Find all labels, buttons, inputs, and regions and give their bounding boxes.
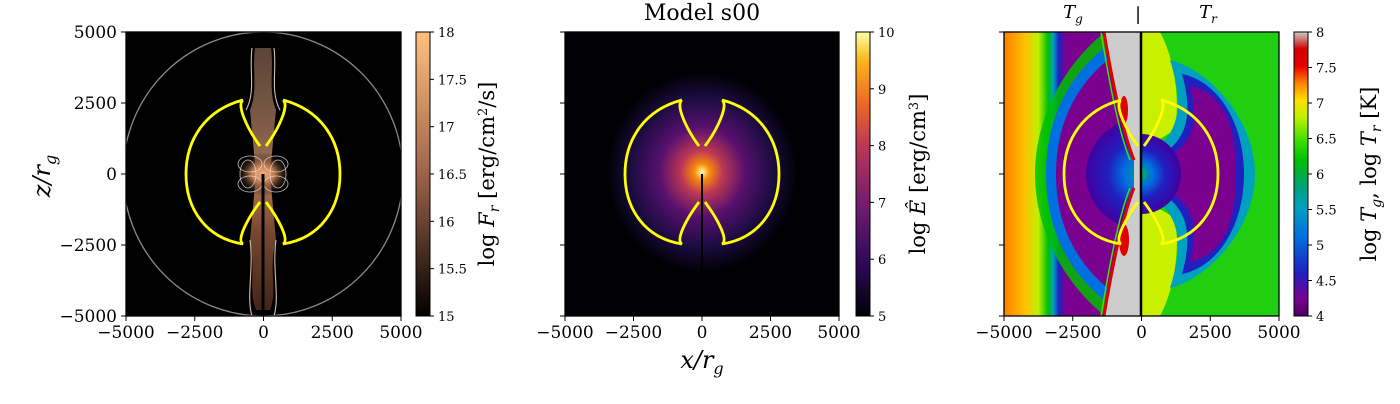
- colorbar2-label: log Ê [erg/cm3]: [906, 94, 930, 255]
- colorbar2-gradient: [855, 31, 871, 317]
- colorbar-tick-label: 15.5: [438, 263, 467, 278]
- x-tick-label: 5000: [817, 323, 860, 343]
- y-tick-label: −2500: [59, 236, 117, 256]
- x-tick-label: 0: [258, 323, 269, 343]
- x-tick-label: 0: [697, 323, 708, 343]
- y-tick-label: 0: [106, 165, 117, 185]
- colorbar-tick-label: 6: [878, 253, 886, 268]
- colorbar-tick-label: 6: [1316, 168, 1324, 183]
- panel3-y-axis: [999, 31, 1004, 317]
- panel-temperature: Tg | Tr: [1003, 2, 1280, 317]
- colorbar1: 15 15.5 16 16.5 17 17.5 18 log Fr [erg/cm2/s]: [415, 26, 503, 325]
- colorbar-tick-label: 4: [1316, 310, 1324, 325]
- panel3-label-tg: Tg: [1063, 2, 1083, 26]
- x-tick-label: 2500: [311, 323, 354, 343]
- panel1-x-axis: −5000 −2500 0 2500 5000: [97, 316, 423, 343]
- panel1-core-contours: [237, 155, 289, 193]
- colorbar3: 4 4.5 5 5.5 6 6.5 7 7.5 8 log Tg, log Tr [K]: [1293, 26, 1385, 325]
- panel1-jet-outline: [245, 47, 281, 316]
- x-tick-label: 5000: [379, 323, 422, 343]
- panel3-left-shock: [1104, 32, 1141, 316]
- colorbar-tick-label: 18: [438, 26, 455, 41]
- colorbar3-label: log Tg, log Tr [K]: [1357, 87, 1385, 262]
- x-tick-label: −2500: [166, 323, 224, 343]
- x-tick-label: −5000: [97, 323, 155, 343]
- panel2-x-axis: −5000 −2500 0 2500 5000: [536, 316, 861, 343]
- colorbar2: 5 6 7 8 9 10 log Ê [erg/cm3]: [855, 26, 930, 325]
- panel3-label-divider: |: [1135, 4, 1141, 25]
- colorbar-tick-label: 4.5: [1316, 275, 1337, 290]
- y-tick-label: −5000: [59, 307, 117, 327]
- colorbar3-ticks: 4 4.5 5 5.5 6 6.5 7 7.5 8: [1308, 26, 1337, 325]
- colorbar-tick-label: 9: [878, 83, 886, 98]
- colorbar1-label: log Fr [erg/cm2/s]: [475, 82, 503, 267]
- x-tick-label: −2500: [1044, 323, 1102, 343]
- colorbar-tick-label: 8: [878, 140, 886, 155]
- colorbar-tick-label: 10: [878, 26, 895, 41]
- colorbar-tick-label: 5.5: [1316, 204, 1337, 219]
- panel-radiation-energy: [564, 31, 840, 317]
- colorbar-tick-label: 16.5: [438, 168, 467, 183]
- colorbar3-gradient: [1293, 31, 1309, 317]
- panel2-xlabel: x/rg: [680, 346, 723, 378]
- panel3-x-axis: −5000 −2500 0 2500 5000: [975, 316, 1301, 343]
- x-tick-label: −2500: [605, 323, 663, 343]
- y-tick-label: 5000: [74, 23, 117, 43]
- colorbar1-gradient: [415, 31, 431, 317]
- colorbar1-ticks: 15 15.5 16 16.5 17 17.5 18: [430, 26, 467, 325]
- colorbar-tick-label: 5: [1316, 239, 1324, 254]
- x-tick-label: 2500: [1189, 323, 1232, 343]
- colorbar2-ticks: 5 6 7 8 9 10: [870, 26, 895, 325]
- panel-radiative-flux: [125, 31, 402, 317]
- colorbar-tick-label: 8: [1316, 26, 1324, 41]
- x-tick-label: −5000: [536, 323, 594, 343]
- colorbar-tick-label: 17.5: [438, 73, 467, 88]
- panel3-label-tr: Tr: [1199, 2, 1218, 26]
- x-tick-label: 2500: [749, 323, 792, 343]
- colorbar-tick-label: 17: [438, 121, 455, 136]
- panel3-right-half: [1141, 32, 1279, 316]
- y-tick-label: 2500: [74, 94, 117, 114]
- colorbar-tick-label: 7: [1316, 97, 1324, 112]
- panel1-y-axis: 5000 2500 0 −2500 −5000: [59, 23, 126, 327]
- panel1-ylabel: z/rg: [28, 155, 60, 198]
- x-tick-label: 0: [1136, 323, 1147, 343]
- panel2-glow: [607, 72, 797, 272]
- panel2-y-axis: [560, 31, 565, 317]
- colorbar-tick-label: 16: [438, 215, 455, 230]
- colorbar-tick-label: 6.5: [1316, 133, 1337, 148]
- colorbar-tick-label: 5: [878, 310, 886, 325]
- x-tick-label: 5000: [1257, 323, 1300, 343]
- panel3-photosphere-contour: [1062, 98, 1220, 246]
- colorbar-tick-label: 7: [878, 196, 886, 211]
- colorbar-tick-label: 15: [438, 310, 455, 325]
- panel1-photosphere-contour: [184, 98, 342, 246]
- x-tick-label: −5000: [975, 323, 1033, 343]
- colorbar-tick-label: 7.5: [1316, 62, 1337, 77]
- figure-title: Model s00: [644, 1, 760, 26]
- panel2-photosphere-contour: [623, 98, 781, 246]
